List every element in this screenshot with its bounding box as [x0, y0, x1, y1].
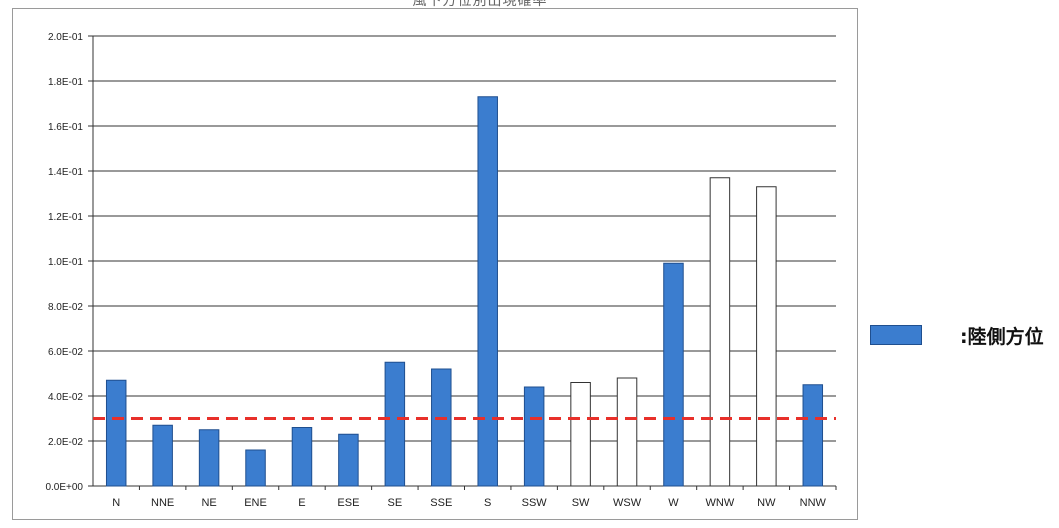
bar-sse	[431, 368, 452, 487]
y-tick-label: 1.0E-01	[48, 257, 83, 268]
bar-nnw	[802, 384, 824, 487]
x-tick-label: W	[668, 497, 679, 509]
legend-swatch-land-side	[870, 325, 922, 345]
chart-title: 風下方位別出現確率	[412, 0, 548, 8]
x-tick-label: NNE	[151, 497, 174, 509]
bar-nne	[152, 424, 173, 487]
legend-label: :陸側方位	[960, 325, 1044, 348]
x-tick-label: SSW	[522, 497, 548, 509]
x-tick-label: ENE	[244, 497, 267, 509]
bar-s	[477, 96, 498, 487]
bar-se	[384, 361, 406, 487]
x-tick-label: SSE	[430, 497, 452, 509]
x-tick-label: S	[484, 497, 491, 509]
y-tick-label: 6.0E-02	[48, 347, 83, 358]
bar-nw	[756, 186, 777, 487]
y-tick-label: 1.2E-01	[48, 212, 83, 223]
bar-e	[291, 427, 313, 487]
x-tick-label: ESE	[337, 497, 359, 509]
y-tick-label: 4.0E-02	[48, 392, 83, 403]
bar-chart: 0.0E+00 2.0E-02 4.0E-02 6.0E-02 8.0E-02 1.0E-…	[45, 32, 837, 509]
x-tick-label: WSW	[613, 497, 642, 509]
bar-ene	[245, 449, 266, 487]
x-tick-label: WNW	[706, 497, 735, 509]
y-tick-label: 2.0E-02	[48, 437, 83, 448]
y-tick-label: 0.0E+00	[45, 482, 83, 493]
bar-ne	[198, 429, 220, 487]
x-tick-label: NNW	[800, 497, 827, 509]
bar-wsw	[616, 377, 638, 487]
bar-wnw	[709, 177, 731, 487]
bar-n	[105, 379, 127, 487]
y-tick-label: 1.4E-01	[48, 167, 83, 178]
x-tick-label: SW	[572, 497, 590, 509]
y-tick-label: 1.8E-01	[48, 77, 83, 88]
x-tick-label: NW	[757, 497, 776, 509]
bar-sw	[570, 382, 591, 487]
y-tick-label: 1.6E-01	[48, 122, 83, 133]
x-tick-label: E	[298, 497, 305, 509]
bar-ssw	[523, 386, 545, 487]
x-tick-label: SE	[388, 497, 403, 509]
legend: :陸側方位	[870, 322, 1044, 348]
bar-ese	[338, 433, 359, 487]
x-tick-label: N	[112, 497, 120, 509]
y-tick-label: 2.0E-01	[48, 32, 83, 43]
x-tick-label: NE	[201, 497, 216, 509]
bar-w	[663, 262, 684, 487]
y-tick-label: 8.0E-02	[48, 302, 83, 313]
chart-frame: 0.0E+00 2.0E-02 4.0E-02 6.0E-02 8.0E-02 1.0E-…	[12, 8, 858, 520]
